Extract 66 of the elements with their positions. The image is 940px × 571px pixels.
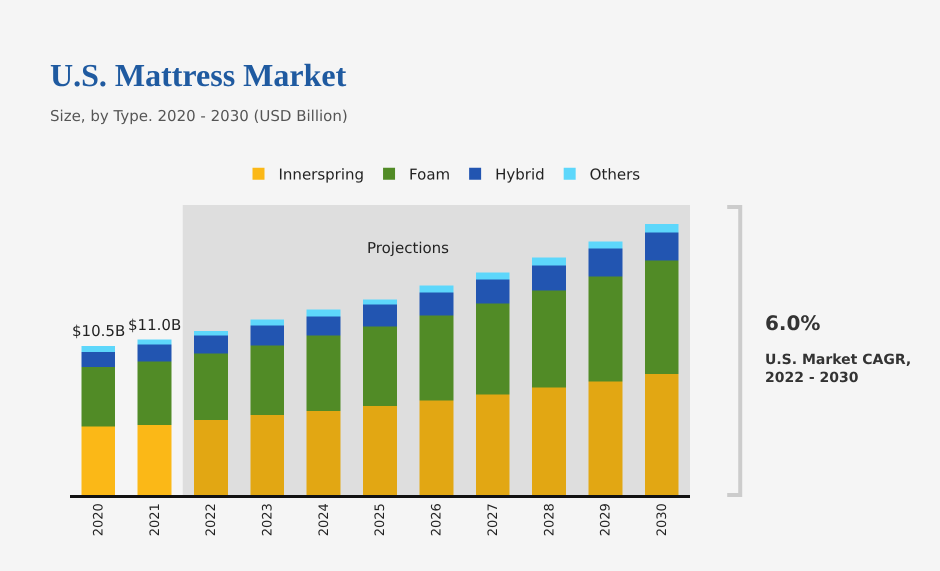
x-tick-label: 2024 [316, 503, 332, 536]
text: U.S. Market CAGR, 2022 - 2030 [765, 352, 912, 386]
x-tick-label: 2021 [148, 503, 163, 536]
annotation: $11.0B [128, 316, 182, 334]
bar [532, 290, 566, 388]
bar [81, 346, 116, 352]
band-label: Projections [367, 239, 450, 257]
bar [138, 344, 172, 362]
bar [138, 340, 172, 345]
bar [250, 345, 284, 415]
bar [81, 367, 116, 427]
x-tick-label: 2027 [486, 503, 501, 536]
x-tick-label: 2022 [204, 503, 220, 536]
bar [81, 426, 116, 495]
bar [532, 258, 566, 266]
bar [419, 315, 454, 401]
bar [138, 361, 172, 425]
bar [476, 272, 510, 280]
bar [250, 414, 284, 495]
bar [306, 316, 341, 336]
bar [194, 354, 228, 420]
bar [644, 224, 679, 233]
bar [419, 292, 454, 316]
bar [532, 265, 566, 290]
bar [250, 326, 284, 346]
bar [588, 242, 622, 249]
bar [644, 374, 679, 495]
bar [363, 304, 397, 326]
bar [532, 388, 566, 495]
bar [138, 424, 172, 495]
bar [644, 260, 679, 374]
bar [588, 382, 622, 495]
chart-title: U.S. Mattress Market [50, 57, 347, 93]
x-tick-label: 2028 [542, 503, 558, 536]
bar [306, 410, 341, 495]
x-tick-label: 2030 [655, 503, 670, 536]
bar [644, 232, 679, 261]
bar [194, 336, 228, 354]
bar [250, 320, 284, 326]
chart-subtitle: Size, by Type. 2020 - 2030 (USD Billion) [50, 107, 348, 125]
bar [419, 286, 454, 293]
bar [306, 310, 341, 317]
bar [588, 248, 622, 277]
bar [476, 280, 510, 304]
x-tick-label: 2026 [430, 503, 445, 536]
bar [588, 276, 622, 382]
x-tick-label: 2023 [260, 503, 276, 536]
x-tick-label: 2020 [91, 503, 106, 536]
bar [194, 330, 228, 336]
x-tick-label: 2025 [373, 503, 388, 536]
bar [419, 400, 454, 495]
x-tick-label: 2029 [598, 503, 614, 536]
legend-label: Innerspring [278, 166, 364, 184]
bar [363, 406, 397, 495]
bar [363, 300, 397, 304]
bar [306, 336, 341, 411]
legend-label: Foam [409, 166, 450, 184]
bar [363, 326, 397, 406]
text: 6.0% [765, 311, 820, 335]
legend-label: Others [590, 166, 640, 184]
bar [476, 303, 510, 395]
bar [194, 420, 228, 495]
annotation: $10.5B [72, 322, 126, 340]
bar [476, 394, 510, 495]
legend-label: Hybrid [495, 166, 545, 184]
bar [81, 352, 116, 368]
